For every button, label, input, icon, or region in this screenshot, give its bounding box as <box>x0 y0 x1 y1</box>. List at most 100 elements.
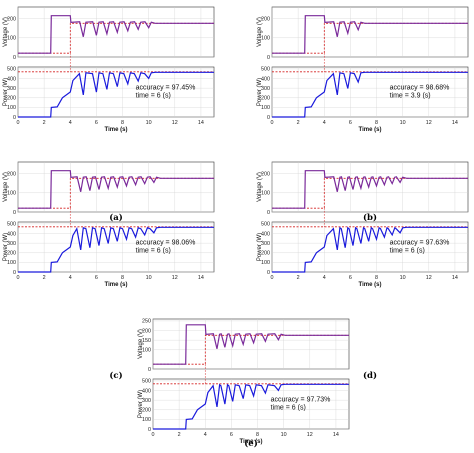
voltage-series-line <box>153 324 349 365</box>
axes-top-c <box>17 161 215 213</box>
x-tick-label: 12 <box>172 120 178 126</box>
y-tick-label: 200 <box>261 96 270 102</box>
x-tick-label: 8 <box>375 120 378 126</box>
x-tick-label: 10 <box>281 432 287 438</box>
x-tick-label: 10 <box>146 120 152 126</box>
y-tick-label: 0 <box>267 270 270 276</box>
y-axis-label: Voltage (V) <box>3 172 9 202</box>
time-annotation: time = 3.9 (s) <box>390 93 431 100</box>
y-tick-label: 100 <box>142 417 151 423</box>
y-tick-label: 250 <box>142 319 151 325</box>
x-tick-label: 8 <box>121 275 124 281</box>
x-tick-label: 6 <box>95 120 98 126</box>
panel-caption: (c) <box>109 370 122 381</box>
x-tick-label: 0 <box>271 275 274 281</box>
y-tick-label: 200 <box>7 171 16 177</box>
x-tick-label: 4 <box>323 275 326 281</box>
x-tick-label: 14 <box>452 275 458 281</box>
power-series-line <box>153 383 349 430</box>
axes-top-d <box>271 161 469 213</box>
x-tick-label: 4 <box>323 120 326 126</box>
x-tick-label: 2 <box>43 275 46 281</box>
y-tick-label: 400 <box>142 388 151 394</box>
axes-top-e <box>152 318 350 370</box>
x-tick-label: 2 <box>297 275 300 281</box>
x-tick-label: 12 <box>426 120 432 126</box>
x-tick-label: 4 <box>69 275 72 281</box>
x-tick-label: 12 <box>172 275 178 281</box>
y-tick-label: 100 <box>261 36 270 42</box>
y-tick-label: 500 <box>7 222 16 228</box>
x-tick-label: 0 <box>17 120 20 126</box>
x-tick-label: 12 <box>426 275 432 281</box>
accuracy-annotation: accuracy = 97.73% <box>271 397 331 404</box>
x-tick-label: 12 <box>307 432 313 438</box>
y-tick-label: 200 <box>7 96 16 102</box>
x-tick-label: 2 <box>43 120 46 126</box>
y-axis-label: Voltage (V) <box>257 17 263 47</box>
power-series-line <box>272 226 468 273</box>
x-tick-label: 6 <box>349 120 352 126</box>
x-tick-label: 6 <box>349 275 352 281</box>
y-tick-label: 100 <box>261 260 270 266</box>
y-tick-label: 100 <box>261 105 270 111</box>
y-tick-label: 500 <box>142 379 151 385</box>
panel-caption: (b) <box>363 212 377 223</box>
y-axis-label: Power (W) <box>257 78 263 106</box>
x-axis-label: Time (s) <box>240 439 263 445</box>
x-tick-label: 8 <box>121 120 124 126</box>
x-axis-label: Time (s) <box>359 127 382 133</box>
x-axis-label: Time (s) <box>105 127 128 133</box>
x-tick-label: 2 <box>297 120 300 126</box>
x-tick-label: 6 <box>95 275 98 281</box>
y-tick-label: 400 <box>261 231 270 237</box>
y-tick-label: 500 <box>261 67 270 73</box>
y-tick-label: 500 <box>261 222 270 228</box>
x-tick-label: 2 <box>178 432 181 438</box>
power-series-line <box>18 226 214 273</box>
time-annotation: time = 6 (s) <box>136 93 171 100</box>
axes-bottom-d <box>271 221 469 273</box>
panel-caption: (a) <box>109 212 123 223</box>
accuracy-annotation: accuracy = 98.06% <box>136 240 196 247</box>
y-tick-label: 300 <box>261 86 270 92</box>
x-tick-label: 8 <box>256 432 259 438</box>
axes-bottom-b <box>271 66 469 118</box>
y-tick-label: 200 <box>7 16 16 22</box>
axes-bottom-e <box>152 378 350 430</box>
accuracy-annotation: accuracy = 97.45% <box>136 85 196 92</box>
voltage-series-line <box>18 170 214 209</box>
y-tick-label: 0 <box>13 270 16 276</box>
x-tick-label: 8 <box>375 275 378 281</box>
voltage-series-line <box>18 15 214 54</box>
y-tick-label: 0 <box>267 55 270 61</box>
panel-caption: (d) <box>363 370 377 381</box>
y-tick-label: 0 <box>13 115 16 121</box>
y-tick-label: 200 <box>261 171 270 177</box>
accuracy-annotation: accuracy = 98.68% <box>390 85 450 92</box>
x-tick-label: 0 <box>17 275 20 281</box>
x-tick-label: 10 <box>400 120 406 126</box>
y-tick-label: 200 <box>142 408 151 414</box>
y-tick-label: 150 <box>142 338 151 344</box>
y-tick-label: 200 <box>142 328 151 334</box>
x-tick-label: 10 <box>400 275 406 281</box>
time-annotation: time = 6 (s) <box>136 248 171 255</box>
y-tick-label: 100 <box>7 36 16 42</box>
y-axis-label: Power (W) <box>3 233 9 261</box>
y-tick-label: 300 <box>142 398 151 404</box>
y-tick-label: 0 <box>13 210 16 216</box>
voltage-series-line <box>272 170 468 209</box>
time-annotation: time = 6 (s) <box>390 248 425 255</box>
x-tick-label: 10 <box>146 275 152 281</box>
y-tick-label: 300 <box>261 241 270 247</box>
x-axis-label: Time (s) <box>105 282 128 288</box>
y-tick-label: 300 <box>7 86 16 92</box>
y-axis-label: Voltage (V) <box>138 329 144 359</box>
y-tick-label: 0 <box>13 55 16 61</box>
